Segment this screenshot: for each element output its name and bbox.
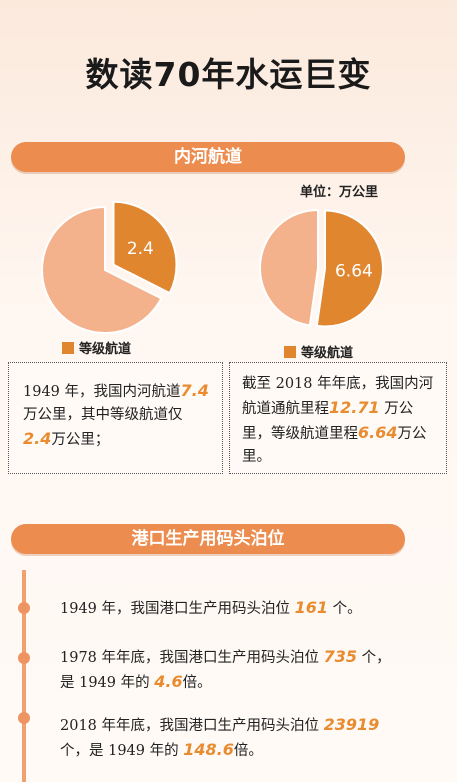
timeline-ratio: 148.6 — [183, 740, 234, 759]
info-box-2018: 截至 2018 年年底，我国内河航道通航里程12.71 万公里，等级航道里程6.… — [229, 362, 447, 474]
timeline-value: 735 — [323, 647, 358, 666]
timeline-text: 个。 — [328, 601, 362, 617]
legend-label: 等级航道 — [79, 342, 132, 357]
box1-value-graded: 2.4 — [23, 429, 52, 448]
timeline-dot — [18, 712, 30, 724]
timeline-value: 161 — [294, 598, 329, 617]
timeline-text: 1949 年，我国港口生产用码头泊位 — [60, 601, 295, 617]
timeline-item-1949: 1949 年，我国港口生产用码头泊位 161 个。 — [60, 596, 430, 621]
pie-chart-2018: 6.64 — [259, 208, 384, 328]
timeline-text: 个， — [357, 650, 391, 666]
legend-swatch — [284, 345, 296, 358]
timeline-text: 1978 年年底，我国港口生产用码头泊位 — [60, 650, 324, 666]
timeline-text: 是 1949 年的 — [60, 675, 155, 691]
timeline-ratio: 4.6 — [154, 672, 183, 691]
timeline-item-1978: 1978 年年底，我国港口生产用码头泊位 735 个， 是 1949 年的 4.6… — [60, 645, 430, 695]
box2-value-total: 12.71 — [329, 398, 380, 417]
box2-text-3: 万公里。 — [242, 426, 427, 465]
timeline-text: 2018 年年底，我国港口生产用码头泊位 — [60, 718, 324, 734]
section-banner-port-berths: 港口生产用码头泊位 — [11, 524, 405, 554]
pie-slice-other — [259, 208, 319, 327]
info-box-1949: 1949 年，我国内河航道7.4 万公里，其中等级航道仅 2.4万公里； — [8, 362, 223, 474]
pie-chart-1949: 2.4 — [41, 200, 178, 334]
legend-swatch — [62, 341, 74, 354]
unit-label: 单位：万公里 — [300, 185, 379, 200]
box1-text-1: 1949 年，我国内河航道 — [23, 384, 181, 400]
pie-slice-label: 6.64 — [335, 262, 373, 282]
timeline-dot — [18, 602, 30, 614]
pie-slice-graded — [315, 209, 384, 328]
box2-value-graded: 6.64 — [358, 423, 398, 442]
section-banner-inland-waterway: 内河航道 — [11, 142, 405, 172]
legend-label: 等级航道 — [301, 346, 354, 361]
box1-text-2: 万公里，其中等级航道仅 — [23, 407, 183, 423]
timeline-text: 个，是 1949 年的 — [60, 743, 184, 759]
box2-text-2: 万公里，等级航道里程 — [242, 401, 414, 442]
timeline-text: 倍。 — [233, 743, 263, 759]
box1-value-total: 7.4 — [180, 381, 209, 400]
legend-1949: 等级航道 — [62, 338, 131, 357]
box2-text-1: 截至 2018 年年底，我国内河航道通航里程 — [242, 376, 434, 417]
timeline-line — [22, 570, 26, 782]
timeline-value: 23919 — [323, 715, 380, 734]
timeline-item-2018: 2018 年年底，我国港口生产用码头泊位 23919 个，是 1949 年的 14… — [60, 713, 430, 763]
pie-slice-label: 2.4 — [127, 239, 154, 259]
pie-slice-other — [41, 205, 163, 334]
page-title: 数读70年水运巨变 — [85, 55, 372, 94]
timeline-dot — [18, 652, 30, 664]
legend-2018: 等级航道 — [284, 342, 353, 361]
box1-text-3: 万公里； — [51, 432, 110, 448]
timeline-text: 倍。 — [182, 675, 212, 691]
pie-slice-graded — [112, 200, 178, 295]
